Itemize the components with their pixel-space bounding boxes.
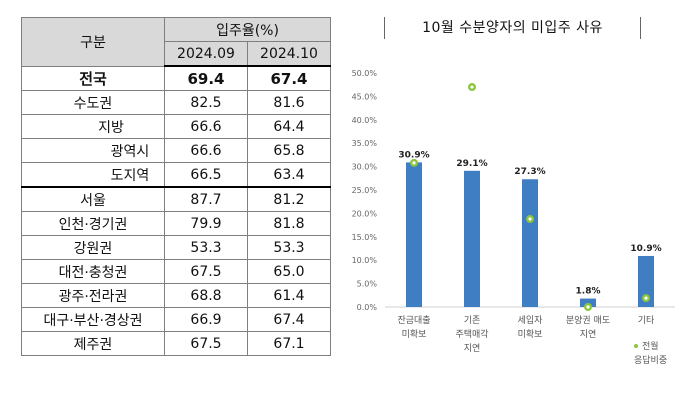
row-value-2: 65.0 — [247, 259, 331, 284]
table-row: 수도권 82.5 81.6 — [21, 90, 331, 115]
row-value-2: 53.3 — [247, 235, 331, 260]
y-tick-label: 0.0% — [357, 303, 378, 312]
table-row: 대구·부산·경상권 66.9 67.4 — [21, 307, 331, 332]
legend-label: 전월 — [642, 340, 659, 352]
x-tick-label: 미확보 — [518, 328, 543, 340]
row-value-1: 79.9 — [164, 211, 248, 236]
row-value-2: 67.1 — [247, 331, 331, 356]
table-row: 강원권 53.3 53.3 — [21, 235, 331, 260]
chart-title: 10월 수분양자의 미입주 사유 — [384, 17, 641, 39]
row-label: 서울 — [21, 186, 165, 212]
x-tick-label: 기타 — [638, 315, 655, 326]
y-tick-label: 15.0% — [352, 233, 378, 242]
data-label: 27.3% — [514, 167, 545, 177]
bar — [522, 179, 538, 307]
table-row: 광주·전라권 68.8 61.4 — [21, 283, 331, 308]
x-tick-label: 분양권 매도 — [566, 314, 610, 326]
table-row: 인천·경기권 79.9 81.8 — [21, 211, 331, 236]
row-value-1: 66.9 — [164, 307, 248, 332]
row-label: 수도권 — [21, 90, 165, 115]
table-row: 서울 87.7 81.2 — [21, 186, 331, 212]
row-value-2: 81.6 — [247, 90, 331, 115]
row-value-1: 67.5 — [164, 331, 248, 356]
y-tick-label: 10.0% — [352, 256, 378, 265]
prev-month-marker-center — [528, 217, 532, 221]
prev-month-marker-center — [412, 161, 416, 165]
row-label: 광역시 — [21, 138, 165, 163]
row-value-2: 67.4 — [247, 65, 331, 91]
x-tick-label: 지연 — [464, 343, 481, 354]
row-value-1: 69.4 — [164, 65, 248, 91]
y-tick-label: 40.0% — [352, 116, 378, 125]
row-value-1: 66.6 — [164, 114, 248, 139]
header-category: 구분 — [21, 17, 165, 67]
row-label: 인천·경기권 — [21, 211, 165, 236]
data-label: 30.9% — [398, 150, 429, 160]
header-period-2: 2024.10 — [247, 41, 331, 67]
bar — [464, 170, 480, 307]
row-value-2: 81.8 — [247, 211, 331, 236]
row-value-2: 64.4 — [247, 114, 331, 139]
y-tick-label: 45.0% — [352, 92, 378, 101]
row-value-1: 66.5 — [164, 162, 248, 188]
row-value-2: 61.4 — [247, 283, 331, 308]
x-tick-label: 주택매각 — [455, 328, 488, 340]
row-label: 전국 — [21, 65, 165, 91]
reason-bar-chart: 0.0% 5.0% 10.0% 15.0% 20.0% 25.0% 30.0% 35.0% 40… — [352, 69, 675, 366]
row-value-1: 53.3 — [164, 235, 248, 260]
header-group: 입주율(%) — [164, 17, 331, 42]
occupancy-rate-table: 구분 입주율(%) 2024.09 2024.10 전국 69.4 67.4 수… — [21, 17, 331, 356]
row-label: 도지역 — [21, 162, 165, 188]
y-tick-label: 35.0% — [352, 139, 378, 148]
x-tick-label: 세입자 — [518, 314, 544, 326]
row-label: 광주·전라권 — [21, 283, 165, 308]
bar — [580, 298, 596, 307]
data-label: 10.9% — [630, 244, 661, 254]
chart-title-text: 10월 수분양자의 미입주 사유 — [422, 20, 603, 36]
header-period-1: 2024.09 — [164, 41, 248, 67]
y-tick-label: 20.0% — [352, 209, 378, 218]
row-value-1: 68.8 — [164, 283, 248, 308]
row-value-1: 87.7 — [164, 186, 248, 212]
table-row: 지방 66.6 64.4 — [21, 114, 331, 139]
row-value-1: 82.5 — [164, 90, 248, 115]
row-label: 대전·충청권 — [21, 259, 165, 284]
row-label: 강원권 — [21, 235, 165, 260]
prev-month-marker-center — [470, 85, 474, 89]
x-tick-label: 기존 — [464, 315, 481, 326]
prev-month-marker-center — [586, 305, 590, 309]
row-label: 대구·부산·경상권 — [21, 307, 165, 332]
data-label: 29.1% — [456, 159, 487, 169]
y-tick-label: 50.0% — [352, 69, 378, 78]
x-tick-label: 지연 — [580, 329, 597, 340]
x-tick-label: 미확보 — [402, 328, 427, 340]
row-value-2: 63.4 — [247, 162, 331, 188]
bar — [638, 255, 654, 307]
y-tick-label: 5.0% — [357, 280, 378, 289]
row-value-2: 67.4 — [247, 307, 331, 332]
row-value-2: 81.2 — [247, 186, 331, 212]
table-row: 제주권 67.5 67.1 — [21, 331, 331, 356]
table-row: 대전·충청권 67.5 65.0 — [21, 259, 331, 284]
y-tick-label: 25.0% — [352, 186, 378, 195]
row-value-1: 67.5 — [164, 259, 248, 284]
legend-label: 응답비중 — [634, 354, 667, 366]
legend-marker — [634, 344, 638, 348]
table-row: 광역시 66.6 65.8 — [21, 138, 331, 163]
x-tick-label: 잔금대출 — [397, 315, 430, 326]
prev-month-marker-center — [644, 296, 648, 300]
row-label: 지방 — [21, 114, 165, 139]
table-row: 도지역 66.5 63.4 — [21, 162, 331, 188]
row-label: 제주권 — [21, 331, 165, 356]
data-label: 1.8% — [576, 287, 601, 297]
table-row: 전국 69.4 67.4 — [21, 65, 331, 91]
row-value-2: 65.8 — [247, 138, 331, 163]
y-tick-label: 30.0% — [352, 163, 378, 172]
row-value-1: 66.6 — [164, 138, 248, 163]
bar — [406, 162, 422, 307]
